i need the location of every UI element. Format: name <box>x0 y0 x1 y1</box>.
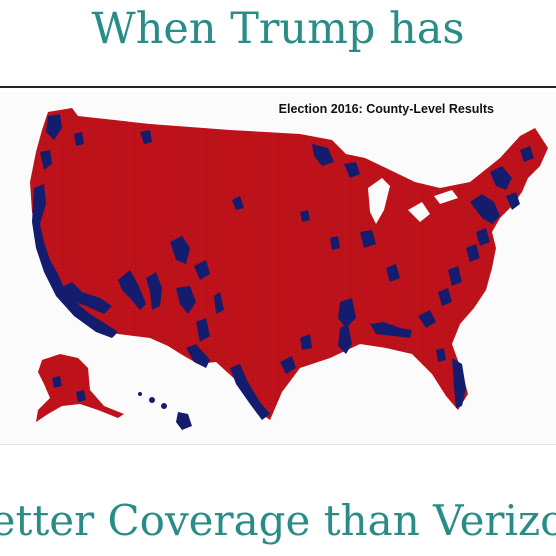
election-map-image: Election 2016: County-Level Results <box>0 92 556 445</box>
map-title: Election 2016: County-Level Results <box>279 102 494 116</box>
hawaii-islands <box>138 392 192 430</box>
bottom-caption: etter Coverage than Verizo <box>0 488 556 554</box>
top-caption: When Trump has <box>0 0 556 58</box>
alaska-borders <box>36 354 124 422</box>
county-borders <box>30 108 548 420</box>
divider-line <box>0 86 556 88</box>
us-county-map <box>0 92 556 444</box>
